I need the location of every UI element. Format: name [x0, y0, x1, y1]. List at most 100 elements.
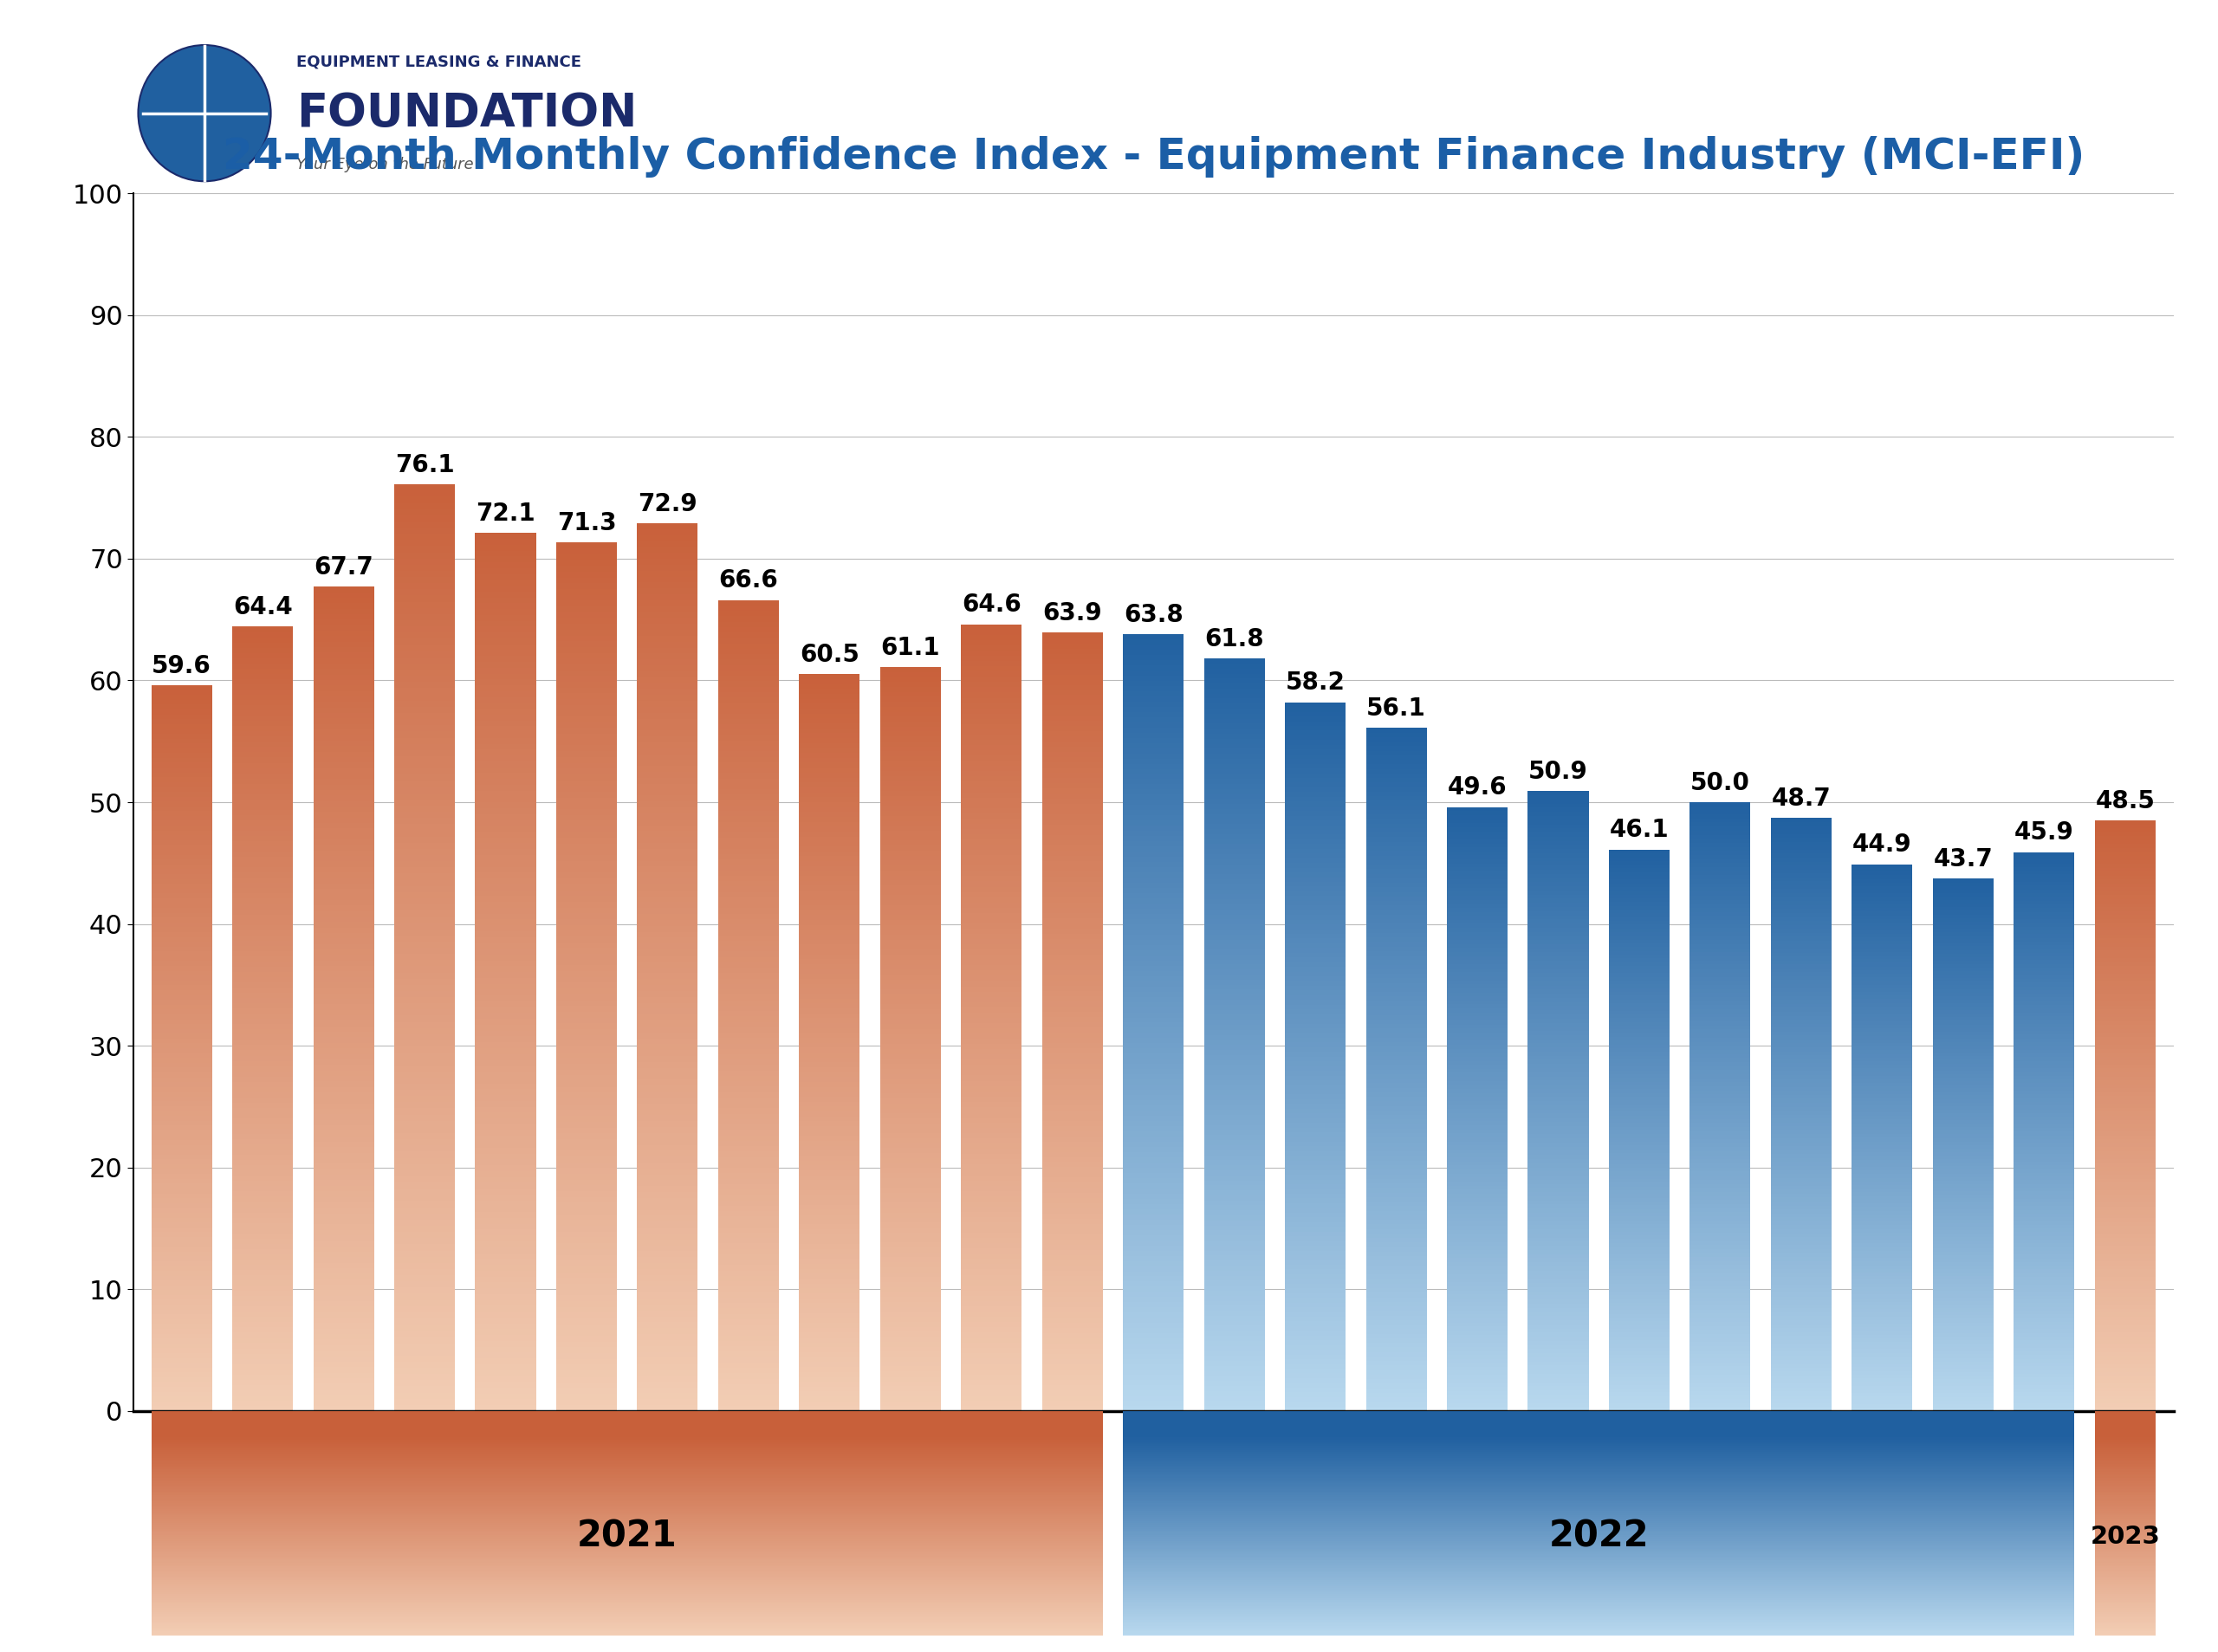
- Bar: [960, 808, 1022, 813]
- Bar: [1204, 819, 1264, 824]
- Bar: [1528, 1378, 1588, 1383]
- Bar: [1770, 1158, 1832, 1161]
- Bar: [1446, 1201, 1508, 1206]
- Bar: [1204, 1310, 1264, 1315]
- Bar: [637, 819, 699, 826]
- Bar: [2014, 993, 2074, 998]
- Bar: [2014, 1370, 2074, 1374]
- Bar: [1528, 849, 1588, 852]
- Bar: [2014, 1277, 2074, 1280]
- Bar: [1284, 1350, 1346, 1355]
- Bar: [233, 626, 293, 633]
- Bar: [1852, 1251, 1912, 1254]
- Bar: [2094, 1356, 2156, 1360]
- Bar: [637, 1287, 699, 1294]
- Bar: [637, 1085, 699, 1092]
- Bar: [1042, 1370, 1102, 1374]
- Bar: [1446, 1178, 1508, 1181]
- Bar: [1528, 1292, 1588, 1295]
- Bar: [233, 669, 293, 674]
- Bar: [1284, 943, 1346, 948]
- Bar: [1528, 943, 1588, 948]
- Bar: [1446, 915, 1508, 920]
- Bar: [1366, 1297, 1426, 1302]
- Bar: [798, 826, 861, 831]
- Bar: [637, 1292, 699, 1298]
- Bar: [798, 861, 861, 866]
- Bar: [881, 1009, 940, 1014]
- Bar: [1446, 836, 1508, 839]
- Bar: [1122, 1037, 1184, 1044]
- Bar: [1366, 952, 1426, 955]
- Bar: [1204, 1366, 1264, 1371]
- Bar: [798, 1062, 861, 1067]
- Bar: [637, 1175, 699, 1180]
- Bar: [798, 925, 861, 930]
- Bar: [1284, 1170, 1346, 1175]
- Bar: [881, 712, 940, 717]
- Bar: [233, 1249, 293, 1254]
- Bar: [233, 1196, 293, 1203]
- Bar: [1122, 1265, 1184, 1272]
- Bar: [2014, 938, 2074, 942]
- Bar: [1284, 1194, 1346, 1198]
- Bar: [151, 1333, 213, 1338]
- Bar: [1608, 1363, 1670, 1366]
- Bar: [1690, 973, 1750, 976]
- Bar: [1932, 1280, 1994, 1284]
- Bar: [1204, 1216, 1264, 1221]
- Bar: [1204, 1206, 1264, 1211]
- Bar: [395, 942, 455, 948]
- Bar: [1528, 1064, 1588, 1069]
- Bar: [313, 1318, 375, 1323]
- Bar: [1122, 1502, 2074, 1505]
- Bar: [881, 1351, 940, 1356]
- Bar: [395, 515, 455, 522]
- Bar: [2014, 990, 2074, 995]
- Bar: [1446, 1262, 1508, 1265]
- Bar: [1446, 940, 1508, 943]
- Bar: [1366, 1379, 1426, 1384]
- Bar: [2014, 1138, 2074, 1143]
- Bar: [557, 809, 617, 814]
- Bar: [1608, 1108, 1670, 1112]
- Bar: [557, 664, 617, 671]
- Bar: [719, 1173, 779, 1178]
- Bar: [960, 1075, 1022, 1080]
- Bar: [395, 737, 455, 743]
- Bar: [1122, 649, 1184, 654]
- Bar: [1122, 1054, 1184, 1059]
- Bar: [233, 1338, 293, 1343]
- Bar: [1284, 971, 1346, 976]
- Bar: [881, 1163, 940, 1168]
- Bar: [1770, 1059, 1832, 1064]
- Bar: [1852, 912, 1912, 915]
- Bar: [1528, 1163, 1588, 1168]
- Bar: [1204, 684, 1264, 689]
- Bar: [1690, 1037, 1750, 1042]
- Bar: [1122, 1374, 1184, 1379]
- Bar: [1608, 1384, 1670, 1389]
- Bar: [1446, 923, 1508, 928]
- Bar: [881, 1044, 940, 1049]
- Bar: [1608, 1026, 1670, 1029]
- Bar: [1690, 1110, 1750, 1115]
- Bar: [475, 895, 537, 902]
- Bar: [2094, 1488, 2156, 1492]
- Bar: [1852, 1042, 1912, 1047]
- Bar: [1932, 1241, 1994, 1244]
- Bar: [1042, 1079, 1102, 1084]
- Bar: [1528, 824, 1588, 828]
- Bar: [960, 818, 1022, 824]
- Bar: [637, 1376, 699, 1381]
- Bar: [395, 1084, 455, 1090]
- Bar: [1446, 1094, 1508, 1097]
- Bar: [151, 1531, 1102, 1535]
- Bar: [1690, 839, 1750, 843]
- Bar: [1122, 1470, 2074, 1474]
- Bar: [233, 1353, 293, 1360]
- Bar: [233, 742, 293, 747]
- Bar: [1852, 1090, 1912, 1094]
- Bar: [881, 732, 940, 737]
- Bar: [719, 892, 779, 897]
